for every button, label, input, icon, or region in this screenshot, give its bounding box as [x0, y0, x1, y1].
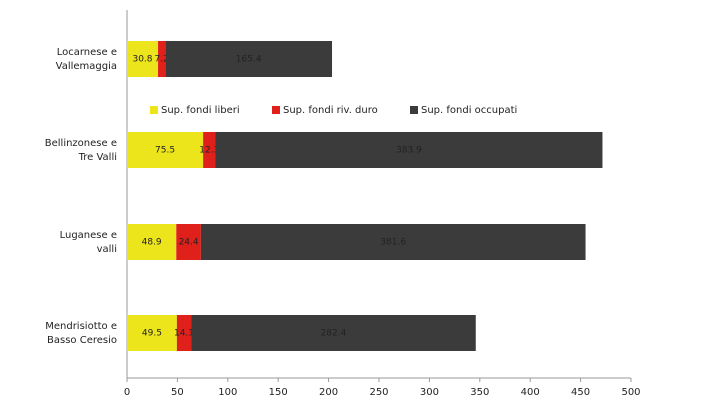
y-tick-label: Basso Ceresio: [47, 335, 117, 346]
x-tick-label: 200: [319, 387, 338, 398]
legend-swatch: [272, 106, 280, 114]
legend-label: Sup. fondi liberi: [161, 105, 240, 116]
data-label: 30.8: [132, 55, 152, 65]
bar: [176, 224, 201, 260]
bar: [215, 132, 603, 168]
legend-swatch: [410, 106, 418, 114]
bar: [158, 41, 166, 77]
x-tick-label: 300: [420, 387, 439, 398]
data-label: 14.1: [174, 329, 194, 339]
y-tick-label: Luganese e: [60, 230, 117, 241]
bar: [165, 41, 333, 77]
data-label: 381.6: [380, 238, 406, 248]
x-tick-label: 50: [171, 387, 184, 398]
bar: [203, 132, 216, 168]
y-tick-label: Bellinzonese e: [45, 138, 117, 149]
x-tick-label: 500: [621, 387, 640, 398]
y-tick-label: Locarnese e: [57, 47, 117, 58]
legend-label: Sup. fondi riv. duro: [283, 105, 378, 116]
data-label: 24.4: [179, 238, 199, 248]
y-tick-label: Mendrisiotto e: [45, 321, 117, 332]
y-tick-label: Vallemaggia: [56, 61, 117, 72]
bar: [176, 315, 192, 351]
data-label: 48.9: [142, 238, 162, 248]
y-tick-label: valli: [97, 244, 117, 255]
x-tick-label: 400: [521, 387, 540, 398]
data-label: 165.4: [236, 55, 262, 65]
bar: [191, 315, 476, 351]
bar: [127, 315, 177, 351]
data-label: 282.4: [321, 329, 347, 339]
x-tick-label: 450: [571, 387, 590, 398]
legend-swatch: [150, 106, 158, 114]
x-tick-label: 150: [269, 387, 288, 398]
data-label: 75.5: [155, 146, 175, 156]
x-tick-label: 0: [124, 387, 130, 398]
data-label: 12.3: [199, 146, 219, 156]
x-tick-label: 350: [470, 387, 489, 398]
data-label: 383.9: [396, 146, 422, 156]
x-tick-label: 100: [218, 387, 237, 398]
bar: [127, 132, 204, 168]
x-tick-label: 250: [369, 387, 388, 398]
bar: [127, 41, 159, 77]
data-label: 49.5: [142, 329, 162, 339]
bar: [127, 224, 177, 260]
bar: [200, 224, 586, 260]
legend-label: Sup. fondi occupati: [421, 105, 517, 116]
y-tick-label: Tre Valli: [78, 152, 117, 163]
data-label: 7.2: [155, 55, 169, 65]
